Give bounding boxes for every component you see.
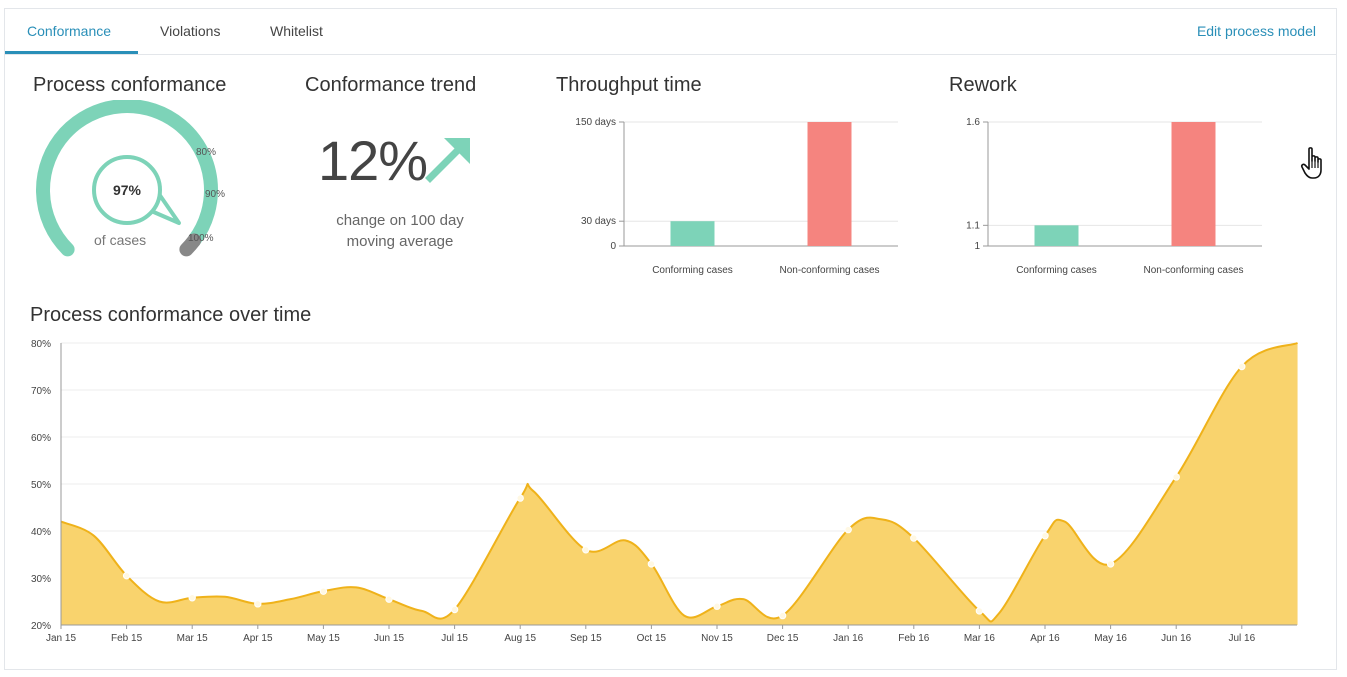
x-tick-label: Jun 16: [1161, 633, 1191, 644]
y-tick-label: 150 days: [575, 117, 616, 128]
gauge-label-80: 80%: [196, 147, 216, 158]
throughput-time-title: Throughput time: [556, 74, 702, 96]
arrow-up-right-icon: [425, 138, 470, 183]
x-category-label: Non-conforming cases: [779, 265, 879, 276]
x-tick-label: Jan 15: [46, 633, 76, 644]
data-point: [778, 611, 787, 620]
data-point: [713, 602, 721, 610]
trend-caption: change on 100 day moving average: [305, 210, 495, 252]
data-point: [516, 494, 524, 502]
y-tick-label: 30 days: [581, 216, 616, 227]
data-point: [844, 525, 852, 534]
hand-cursor-icon: [1300, 147, 1322, 179]
x-tick-label: Apr 16: [1030, 633, 1060, 644]
data-point: [188, 594, 196, 602]
data-point: [254, 600, 262, 608]
rework-chart: 1 1.1 1.6 Conforming cases Non-conforming ca…: [966, 117, 1262, 276]
y-tick-label: 40%: [31, 527, 51, 538]
y-tick-label: 0: [610, 241, 616, 252]
x-tick-label: Oct 15: [637, 633, 667, 644]
y-tick-label: 80%: [31, 339, 51, 350]
conformance-over-time-title: Process conformance over time: [30, 304, 312, 326]
rework-title: Rework: [949, 74, 1017, 96]
tab-whitelist[interactable]: Whitelist: [270, 23, 323, 39]
y-tick-label: 50%: [31, 480, 51, 491]
data-point: [385, 595, 393, 603]
active-tab-indicator: [5, 51, 138, 54]
edit-process-model-link[interactable]: Edit process model: [1196, 23, 1316, 39]
x-tick-label: Jun 15: [374, 633, 404, 644]
area-line: [60, 342, 1298, 623]
data-point: [1238, 362, 1246, 371]
conformance-trend-title: Conformance trend: [305, 74, 477, 96]
trend-caption-line1: change on 100 day: [336, 212, 464, 229]
x-tick-label: Nov 15: [701, 633, 733, 644]
data-point: [582, 546, 590, 554]
data-point: [319, 587, 328, 595]
x-tick-label: Feb 16: [898, 633, 930, 644]
y-tick-label: 20%: [31, 621, 51, 632]
conformance-panel: Conformance Violations Whitelist Edit pr…: [4, 8, 1337, 670]
bar-non-conforming: [1171, 122, 1216, 246]
x-tick-label: Feb 15: [111, 633, 143, 644]
x-tick-label: Jan 16: [833, 633, 863, 644]
gauge-end-marker: [179, 233, 202, 257]
x-tick-label: Jul 16: [1228, 633, 1255, 644]
y-tick-label: 1: [974, 241, 980, 252]
x-tick-label: Dec 15: [767, 633, 799, 644]
data-point: [1106, 560, 1115, 568]
x-category-label: Non-conforming cases: [1143, 265, 1243, 276]
x-tick-label: Mar 16: [964, 633, 996, 644]
x-tick-label: Apr 15: [243, 633, 273, 644]
y-tick-label: 70%: [31, 386, 51, 397]
trend-caption-line2: moving average: [346, 233, 454, 250]
gauge-value-bubble: [92, 155, 162, 225]
gauge-caption: of cases: [94, 232, 147, 248]
tab-violations[interactable]: Violations: [160, 23, 221, 39]
process-conformance-title: Process conformance: [33, 74, 227, 96]
data-point: [122, 571, 131, 580]
data-point: [1172, 473, 1180, 481]
bar-conforming: [1034, 225, 1079, 246]
gauge-value-label: 97%: [113, 182, 142, 198]
data-point: [1041, 532, 1049, 540]
bar-non-conforming: [807, 122, 852, 246]
x-tick-label: Aug 15: [504, 633, 536, 644]
trend-value: 12%: [318, 129, 428, 192]
area-fill: [61, 343, 1298, 625]
tab-conformance[interactable]: Conformance: [27, 23, 112, 39]
gauge-arc: [36, 100, 218, 257]
x-tick-label: May 16: [1094, 633, 1127, 644]
data-point: [647, 560, 656, 568]
data-point: [975, 607, 984, 615]
data-point: [450, 605, 459, 614]
throughput-time-chart: 0 30 days 150 days Conforming cases Non-conf…: [575, 117, 898, 276]
y-tick-label: 60%: [31, 433, 51, 444]
y-tick-label: 1.6: [966, 117, 980, 128]
x-tick-label: Mar 15: [177, 633, 209, 644]
x-category-label: Conforming cases: [1016, 265, 1097, 276]
x-tick-label: Jul 15: [441, 633, 468, 644]
conformance-over-time-chart: 20% 30% 40% 50% 60% 70% 80% Jan 15 Feb 15 Mar 15 A…: [31, 339, 1298, 644]
gauge-label-100: 100%: [188, 233, 214, 244]
tab-bar: Conformance Violations Whitelist Edit pr…: [5, 9, 1336, 55]
bar-conforming: [670, 221, 715, 246]
x-tick-label: Sep 15: [570, 633, 602, 644]
y-tick-label: 30%: [31, 574, 51, 585]
x-tick-label: May 15: [307, 633, 340, 644]
gauge-label-90: 90%: [205, 189, 225, 200]
x-category-label: Conforming cases: [652, 265, 733, 276]
y-tick-label: 1.1: [966, 220, 980, 231]
data-point: [910, 534, 918, 542]
conformance-gauge: 80% 90% 100% 97%: [36, 100, 225, 257]
